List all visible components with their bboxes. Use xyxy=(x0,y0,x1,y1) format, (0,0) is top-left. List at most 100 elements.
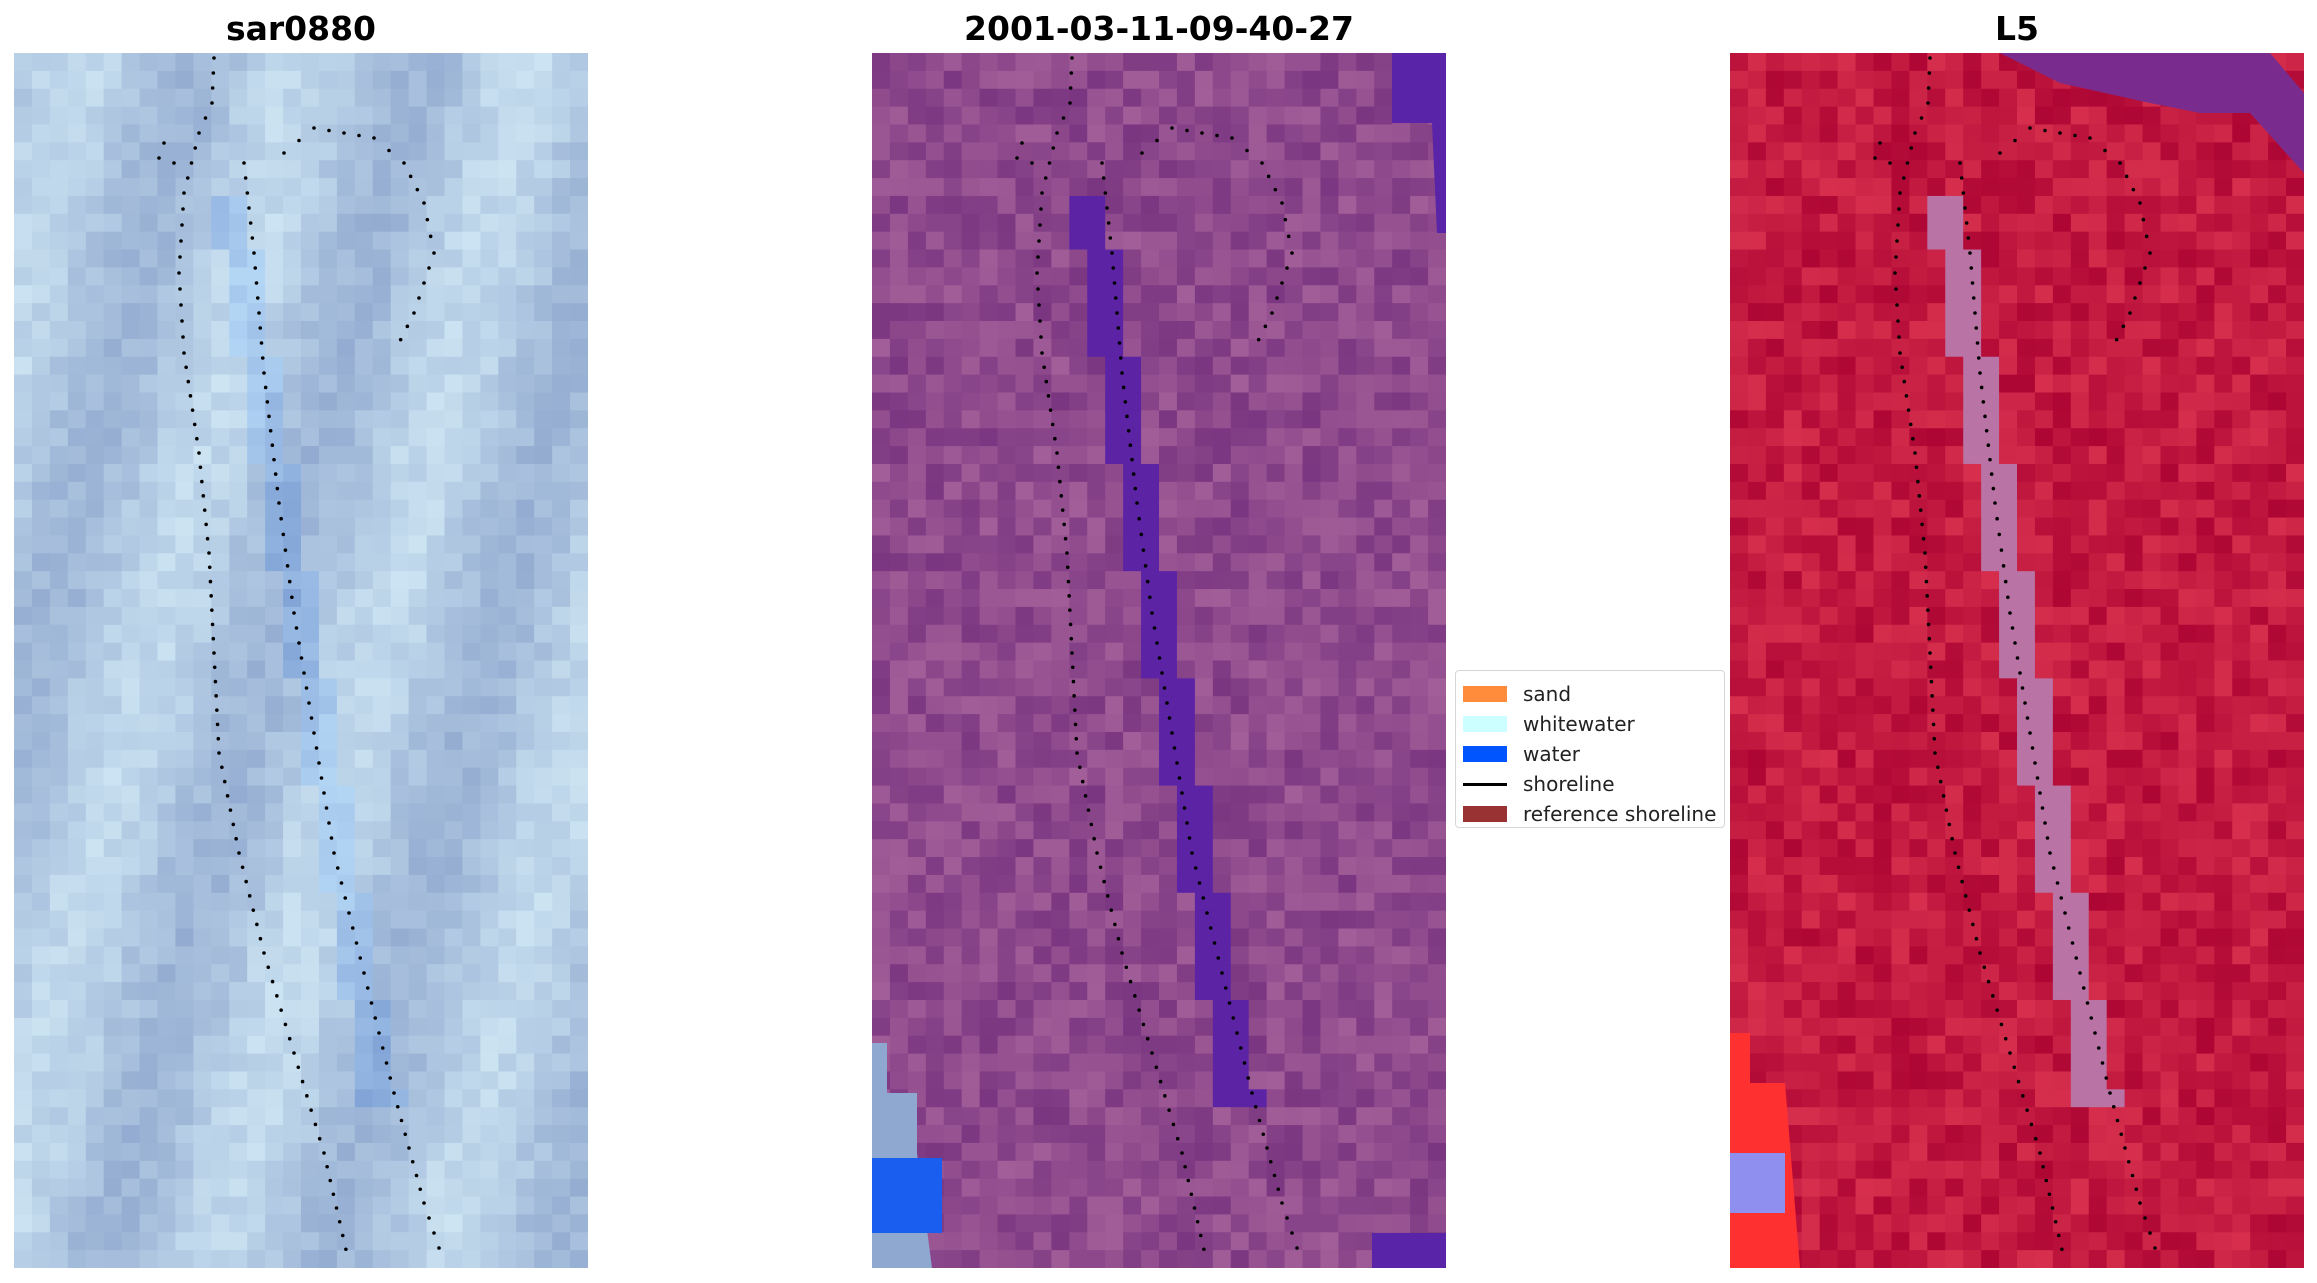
raster-pixel xyxy=(2268,160,2287,179)
raster-pixel xyxy=(1338,410,1357,429)
raster-pixel xyxy=(67,142,87,161)
raster-pixel xyxy=(1392,624,1411,644)
raster-pixel xyxy=(1248,892,1268,912)
raster-pixel xyxy=(516,571,535,590)
raster-pixel xyxy=(1320,767,1339,787)
raster-pixel xyxy=(31,1035,51,1055)
raster-pixel xyxy=(1230,446,1250,465)
raster-pixel xyxy=(1374,928,1393,947)
raster-pixel xyxy=(336,571,356,590)
raster-pixel xyxy=(103,839,123,858)
raster-pixel xyxy=(907,999,927,1019)
shoreline-dot xyxy=(1130,457,1134,462)
raster-pixel xyxy=(390,589,410,608)
raster-pixel xyxy=(1302,749,1322,769)
raster-pixel xyxy=(1320,374,1339,394)
raster-pixel xyxy=(1428,392,1446,411)
raster-pixel xyxy=(1428,1053,1446,1073)
raster-pixel xyxy=(889,231,909,251)
raster-pixel xyxy=(354,660,374,679)
raster-pixel xyxy=(390,821,410,840)
raster-pixel xyxy=(85,1232,105,1251)
raster-pixel xyxy=(408,231,428,251)
raster-pixel xyxy=(552,964,571,983)
raster-pixel xyxy=(534,195,553,215)
raster-pixel xyxy=(157,1196,177,1215)
raster-pixel xyxy=(247,892,266,912)
raster-pixel xyxy=(925,374,945,394)
raster-pixel xyxy=(1927,124,1946,143)
raster-pixel xyxy=(516,1178,535,1198)
raster-pixel xyxy=(175,428,194,447)
raster-pixel xyxy=(354,749,374,769)
raster-pixel xyxy=(1087,731,1106,751)
raster-pixel xyxy=(997,535,1017,554)
raster-pixel xyxy=(336,338,356,358)
raster-pixel xyxy=(265,178,284,197)
raster-pixel xyxy=(372,356,392,376)
raster-pixel xyxy=(979,124,999,143)
raster-pixel xyxy=(193,839,212,858)
raster-pixel xyxy=(997,1125,1017,1144)
raster-pixel xyxy=(31,1196,51,1215)
raster-pixel xyxy=(1141,1178,1160,1198)
raster-pixel xyxy=(1087,1089,1106,1108)
raster-pixel xyxy=(1873,106,1893,126)
raster-pixel xyxy=(408,749,428,769)
raster-pixel xyxy=(426,499,446,519)
raster-pixel xyxy=(1087,767,1106,787)
raster-pixel xyxy=(1212,785,1232,805)
shoreline-dot xyxy=(287,1036,292,1041)
raster-pixel xyxy=(552,910,571,930)
shoreline-dot xyxy=(210,86,215,90)
raster-pixel xyxy=(175,517,194,537)
raster-pixel xyxy=(534,499,553,519)
raster-pixel xyxy=(552,213,571,233)
raster-pixel xyxy=(1428,785,1446,805)
raster-pixel xyxy=(1230,874,1250,894)
shoreline-dot xyxy=(273,472,278,476)
raster-pixel xyxy=(1051,463,1070,483)
raster-pixel xyxy=(85,1196,105,1215)
raster-pixel xyxy=(872,821,891,840)
raster-pixel xyxy=(997,785,1017,805)
raster-pixel xyxy=(925,410,945,429)
raster-pixel xyxy=(229,1160,248,1180)
shoreline-dot xyxy=(1167,1108,1171,1112)
raster-pixel xyxy=(49,589,69,608)
raster-pixel xyxy=(85,678,105,697)
raster-pixel xyxy=(1087,874,1106,894)
raster-pixel xyxy=(570,589,588,608)
raster-pixel xyxy=(1194,624,1214,644)
raster-pixel xyxy=(552,446,571,465)
raster-pixel xyxy=(480,1196,499,1215)
raster-pixel xyxy=(14,803,33,822)
raster-pixel xyxy=(907,714,927,733)
raster-pixel xyxy=(1194,124,1214,143)
raster-pixel xyxy=(961,749,981,769)
raster-pixel xyxy=(979,1214,999,1233)
shoreline-dot xyxy=(350,926,355,930)
raster-pixel xyxy=(1212,1178,1232,1198)
raster-pixel xyxy=(139,874,159,894)
raster-pixel xyxy=(1410,285,1429,304)
raster-pixel xyxy=(85,571,105,590)
raster-pixel xyxy=(872,731,891,751)
raster-pixel xyxy=(498,213,517,233)
raster-pixel xyxy=(1338,857,1357,876)
raster-pixel xyxy=(426,982,446,1001)
raster-pixel xyxy=(318,124,338,143)
raster-pixel xyxy=(1266,53,1286,72)
raster-pixel xyxy=(157,1178,177,1198)
raster-pixel xyxy=(480,124,499,143)
raster-pixel xyxy=(121,1125,141,1144)
raster-pixel xyxy=(1266,160,1286,179)
raster-pixel xyxy=(193,785,212,805)
raster-pixel xyxy=(1105,553,1124,572)
raster-pixel xyxy=(498,463,517,483)
raster-pixel xyxy=(1069,803,1088,822)
shoreline-dot xyxy=(188,394,193,398)
raster-pixel xyxy=(1266,803,1286,822)
raster-pixel xyxy=(552,946,571,965)
raster-pixel xyxy=(139,964,159,983)
